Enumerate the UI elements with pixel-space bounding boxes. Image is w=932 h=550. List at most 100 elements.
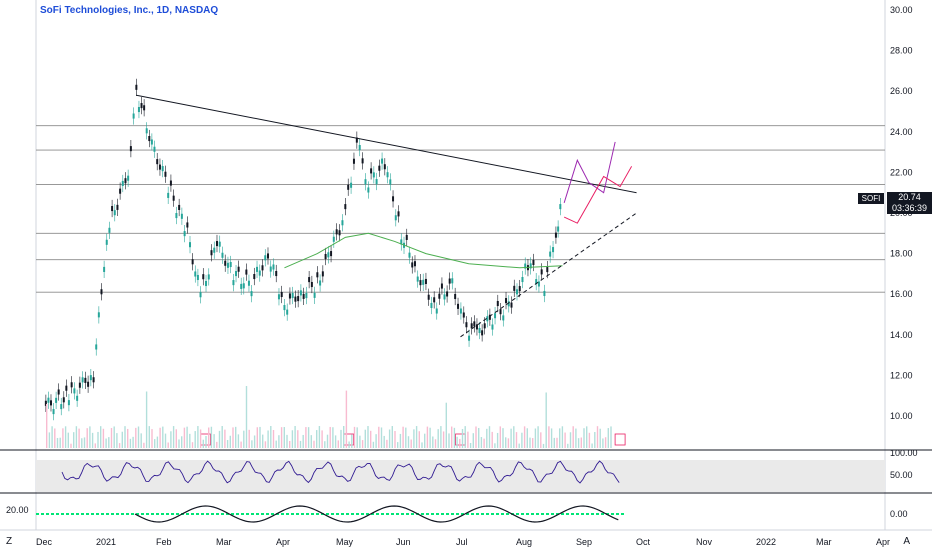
candle-body [424, 278, 427, 285]
candle-body [245, 269, 248, 275]
volume-bar [167, 442, 169, 448]
volume-bar [267, 430, 269, 448]
volume-bar [602, 438, 604, 448]
volume-bar [62, 428, 64, 448]
candle-body [375, 179, 378, 185]
volume-bar [81, 438, 83, 448]
candle-body [392, 196, 395, 202]
volume-bar [453, 427, 456, 448]
candle-body [55, 397, 58, 403]
candle-body [52, 409, 55, 415]
candle-body [189, 242, 192, 248]
volume-bar [194, 431, 196, 448]
volume-bar [164, 433, 167, 448]
candle-body [350, 182, 353, 188]
volume-bar [456, 436, 458, 448]
volume-bar [434, 439, 437, 448]
candle-body [546, 267, 549, 273]
volume-bar [534, 428, 537, 448]
volume-bar [386, 439, 388, 448]
macd-scale-label: 20.00 [6, 505, 29, 515]
volume-bar [218, 430, 221, 448]
candle-body [352, 158, 355, 164]
volume-bar [127, 428, 129, 448]
candle-body [327, 252, 330, 258]
last-price-value: 20.74 [898, 192, 921, 202]
candle-body [258, 270, 261, 276]
candle-body [78, 382, 81, 388]
volume-bar [170, 431, 172, 448]
candle-body [65, 385, 68, 391]
volume-bar [521, 432, 523, 448]
candle-body [280, 291, 283, 298]
volume-bar [264, 441, 267, 448]
volume-bar [472, 433, 474, 448]
volume-bar [145, 391, 148, 448]
candle-body [294, 296, 297, 302]
volume-bar [156, 436, 159, 448]
rsi-level-label: 50.00 [890, 470, 913, 480]
countdown-value: 03:36:39 [891, 203, 928, 213]
volume-bar [370, 430, 372, 448]
candle-body [416, 276, 419, 282]
volume-bar [143, 442, 145, 448]
candle-body [411, 262, 414, 268]
volume-bar [540, 432, 542, 448]
x-tick-label: Aug [516, 537, 532, 547]
volume-bar [48, 432, 51, 448]
candle-body [389, 179, 392, 185]
volume-bar [375, 434, 377, 448]
volume-bar [332, 427, 334, 448]
volume-bar [121, 431, 123, 448]
candle-body [108, 227, 111, 233]
volume-bar [334, 435, 337, 448]
candle-body [148, 136, 151, 142]
zoom-toggle-button[interactable]: Z [6, 536, 13, 547]
candle-body [475, 324, 478, 330]
candle-body [49, 400, 52, 406]
candle-body [494, 313, 497, 319]
y-tick-label: 18.00 [890, 249, 913, 259]
candle-body [422, 279, 425, 285]
volume-bar [270, 426, 272, 448]
volume-bar [329, 426, 331, 448]
candle-body [457, 303, 460, 309]
volume-bar [237, 434, 240, 448]
volume-bar [162, 426, 164, 448]
volume-bar [124, 426, 126, 448]
volume-bar [159, 427, 161, 448]
candle-body [483, 323, 486, 329]
candle-body [332, 236, 335, 242]
volume-bar [548, 426, 550, 448]
candle-body [207, 274, 210, 280]
auto-scale-button[interactable]: A [903, 536, 910, 547]
volume-bar [475, 426, 477, 448]
candle-body [70, 382, 73, 388]
volume-bar [116, 433, 118, 448]
candle-body [277, 294, 280, 300]
candle-body [44, 400, 47, 406]
candle-body [205, 280, 208, 287]
candle-body [286, 309, 289, 315]
y-tick-label: 16.00 [890, 289, 913, 299]
volume-bar [94, 443, 96, 448]
volume-bar [464, 426, 466, 448]
candle-body [367, 187, 370, 193]
candle-body [319, 280, 322, 286]
volume-bar [251, 440, 253, 448]
volume-bar [286, 434, 288, 448]
candle-body [529, 263, 532, 269]
candle-body [150, 139, 153, 145]
candle-body [446, 291, 449, 297]
volume-bar [607, 428, 609, 448]
volume-bar [559, 428, 561, 448]
volume-bar [572, 426, 574, 448]
candle-body [180, 213, 183, 219]
volume-bar [202, 439, 204, 448]
x-tick-label: 2021 [96, 537, 116, 547]
y-tick-label: 24.00 [890, 127, 913, 137]
candle-body [338, 230, 341, 236]
candle-body [488, 314, 491, 320]
candle-body [344, 204, 347, 210]
candle-body [554, 232, 557, 238]
